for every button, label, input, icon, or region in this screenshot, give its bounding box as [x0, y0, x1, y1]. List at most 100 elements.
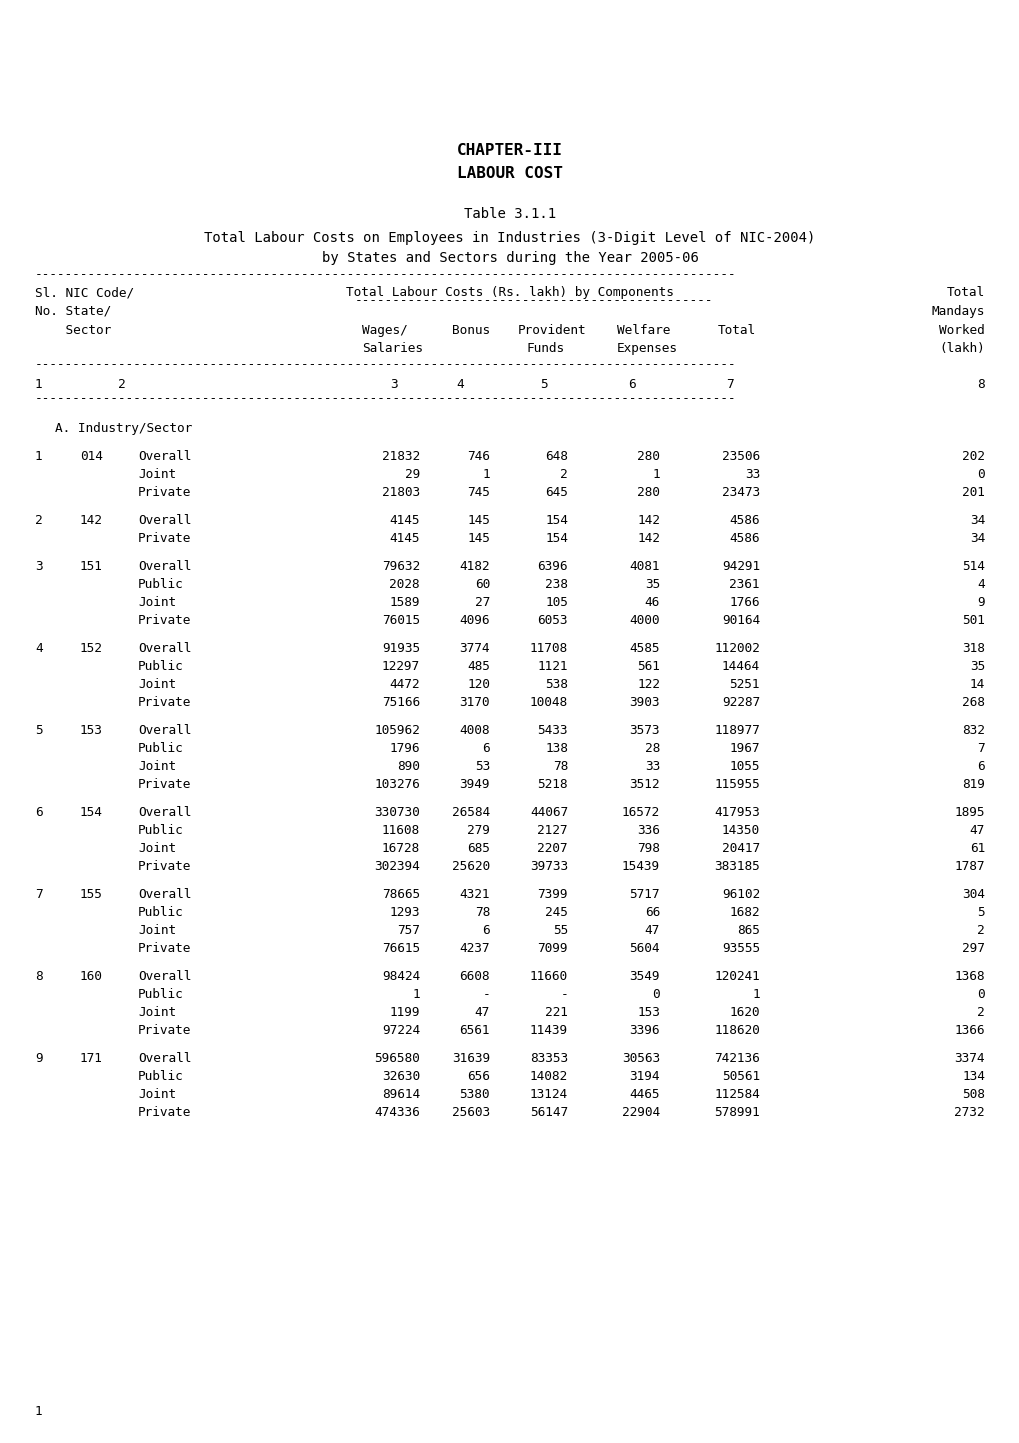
Text: 145: 145	[467, 532, 489, 545]
Text: 78665: 78665	[381, 887, 420, 900]
Text: Joint: Joint	[138, 468, 176, 481]
Text: 1: 1	[35, 450, 43, 463]
Text: 112584: 112584	[713, 1088, 759, 1101]
Text: Overall: Overall	[138, 724, 192, 737]
Text: 279: 279	[467, 824, 489, 837]
Text: 76015: 76015	[381, 615, 420, 628]
Text: 1787: 1787	[954, 860, 984, 873]
Text: 78: 78	[474, 906, 489, 919]
Text: 501: 501	[961, 615, 984, 628]
Text: 7: 7	[35, 887, 43, 900]
Text: 685: 685	[467, 843, 489, 856]
Text: 2361: 2361	[729, 579, 759, 592]
Text: 6053: 6053	[537, 615, 568, 628]
Text: Overall: Overall	[138, 514, 192, 527]
Text: 561: 561	[637, 659, 659, 672]
Text: 2: 2	[976, 924, 984, 937]
Text: 648: 648	[544, 450, 568, 463]
Text: 485: 485	[467, 659, 489, 672]
Text: 4585: 4585	[629, 642, 659, 655]
Text: No. State/: No. State/	[35, 304, 111, 317]
Text: 474336: 474336	[374, 1105, 420, 1118]
Text: 5433: 5433	[537, 724, 568, 737]
Text: 46: 46	[644, 596, 659, 609]
Text: 26584: 26584	[451, 807, 489, 820]
Text: 91935: 91935	[381, 642, 420, 655]
Text: 3573: 3573	[629, 724, 659, 737]
Text: 4321: 4321	[459, 887, 489, 900]
Text: 865: 865	[737, 924, 759, 937]
Text: 33: 33	[644, 760, 659, 773]
Text: 4: 4	[455, 378, 464, 391]
Text: Worked: Worked	[938, 325, 984, 338]
Text: 297: 297	[961, 942, 984, 955]
Text: Public: Public	[138, 742, 183, 755]
Text: 90164: 90164	[721, 615, 759, 628]
Text: 2: 2	[118, 378, 125, 391]
Text: 538: 538	[544, 678, 568, 691]
Text: 11608: 11608	[381, 824, 420, 837]
Text: 745: 745	[467, 486, 489, 499]
Text: Private: Private	[138, 942, 192, 955]
Text: Private: Private	[138, 1025, 192, 1038]
Text: 94291: 94291	[721, 560, 759, 573]
Text: 201: 201	[961, 486, 984, 499]
Text: 21803: 21803	[381, 486, 420, 499]
Text: Overall: Overall	[138, 970, 192, 983]
Text: 3170: 3170	[459, 696, 489, 709]
Text: 25620: 25620	[451, 860, 489, 873]
Text: Total: Total	[946, 286, 984, 299]
Text: 171: 171	[79, 1052, 103, 1065]
Text: Funds: Funds	[527, 342, 565, 355]
Text: 798: 798	[637, 843, 659, 856]
Text: A. Industry/Sector: A. Industry/Sector	[55, 421, 192, 434]
Text: 4008: 4008	[459, 724, 489, 737]
Text: 89614: 89614	[381, 1088, 420, 1101]
Text: 508: 508	[961, 1088, 984, 1101]
Text: 31639: 31639	[451, 1052, 489, 1065]
Text: 890: 890	[396, 760, 420, 773]
Text: 2732: 2732	[954, 1105, 984, 1118]
Text: 47: 47	[969, 824, 984, 837]
Text: Public: Public	[138, 906, 183, 919]
Text: -: -	[482, 988, 489, 1001]
Text: Overall: Overall	[138, 450, 192, 463]
Text: 142: 142	[637, 532, 659, 545]
Text: 22904: 22904	[622, 1105, 659, 1118]
Text: 14082: 14082	[529, 1071, 568, 1084]
Text: 746: 746	[467, 450, 489, 463]
Text: Public: Public	[138, 988, 183, 1001]
Text: 1620: 1620	[729, 1006, 759, 1019]
Text: by States and Sectors during the Year 2005-06: by States and Sectors during the Year 20…	[321, 251, 698, 266]
Text: Private: Private	[138, 615, 192, 628]
Text: Mandays: Mandays	[930, 304, 984, 317]
Text: 12297: 12297	[381, 659, 420, 672]
Text: -----------------------------------------------: ----------------------------------------…	[355, 294, 712, 307]
Text: 154: 154	[79, 807, 103, 820]
Text: 5604: 5604	[629, 942, 659, 955]
Text: 3512: 3512	[629, 778, 659, 791]
Text: 4182: 4182	[459, 560, 489, 573]
Text: 122: 122	[637, 678, 659, 691]
Text: 6: 6	[482, 924, 489, 937]
Text: Private: Private	[138, 860, 192, 873]
Text: 8: 8	[976, 378, 984, 391]
Text: Public: Public	[138, 1071, 183, 1084]
Text: 202: 202	[961, 450, 984, 463]
Text: 14350: 14350	[721, 824, 759, 837]
Text: 60: 60	[474, 579, 489, 592]
Text: 142: 142	[79, 514, 103, 527]
Text: 4: 4	[35, 642, 43, 655]
Text: 7: 7	[976, 742, 984, 755]
Text: Sector: Sector	[35, 325, 111, 338]
Text: 61: 61	[969, 843, 984, 856]
Text: --------------------------------------------------------------------------------: ----------------------------------------…	[35, 358, 736, 371]
Text: Overall: Overall	[138, 1052, 192, 1065]
Text: 96102: 96102	[721, 887, 759, 900]
Text: 7399: 7399	[537, 887, 568, 900]
Text: 417953: 417953	[713, 807, 759, 820]
Text: 3374: 3374	[954, 1052, 984, 1065]
Text: 55: 55	[552, 924, 568, 937]
Text: 268: 268	[961, 696, 984, 709]
Text: 151: 151	[79, 560, 103, 573]
